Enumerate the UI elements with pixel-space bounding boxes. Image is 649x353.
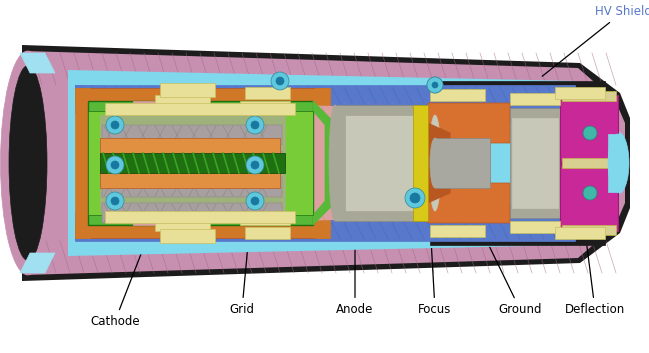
Ellipse shape: [9, 66, 47, 261]
Circle shape: [427, 77, 443, 93]
Bar: [102, 125, 282, 145]
Circle shape: [251, 197, 259, 205]
Polygon shape: [428, 103, 510, 223]
Circle shape: [583, 186, 597, 200]
Bar: [75, 223, 330, 238]
Bar: [560, 95, 618, 231]
Circle shape: [246, 116, 264, 134]
Circle shape: [405, 188, 425, 208]
Circle shape: [246, 192, 264, 210]
Bar: [100, 138, 280, 156]
Bar: [88, 111, 313, 215]
Bar: [335, 105, 435, 221]
Circle shape: [432, 82, 438, 88]
Bar: [102, 203, 282, 223]
Bar: [345, 115, 425, 211]
Circle shape: [251, 161, 259, 169]
Circle shape: [106, 192, 124, 210]
Polygon shape: [25, 51, 625, 275]
Polygon shape: [133, 101, 415, 225]
Bar: [105, 211, 295, 223]
Bar: [560, 161, 618, 165]
Text: HV Shield: HV Shield: [542, 5, 649, 76]
Bar: [510, 108, 560, 218]
Bar: [413, 105, 428, 221]
Bar: [130, 113, 420, 213]
Polygon shape: [313, 101, 335, 225]
Bar: [415, 125, 435, 201]
Bar: [315, 88, 330, 238]
Bar: [160, 229, 215, 243]
Bar: [562, 158, 616, 168]
Text: Deflection: Deflection: [565, 234, 625, 316]
Text: Cathode: Cathode: [90, 221, 154, 328]
Circle shape: [111, 197, 119, 205]
Text: Grid: Grid: [230, 226, 254, 316]
Polygon shape: [75, 85, 576, 241]
Text: Anode: Anode: [336, 224, 374, 316]
Polygon shape: [20, 253, 55, 273]
Bar: [512, 118, 558, 208]
Ellipse shape: [607, 132, 629, 194]
Bar: [245, 227, 290, 239]
Circle shape: [427, 77, 443, 93]
Polygon shape: [20, 53, 55, 73]
Bar: [245, 87, 290, 99]
Circle shape: [583, 126, 597, 140]
Bar: [155, 217, 210, 231]
Circle shape: [271, 72, 289, 90]
Bar: [430, 81, 605, 101]
Polygon shape: [22, 45, 630, 281]
Bar: [75, 88, 330, 103]
Circle shape: [111, 161, 119, 169]
Bar: [430, 225, 605, 245]
Ellipse shape: [429, 115, 441, 211]
Ellipse shape: [1, 51, 56, 275]
Bar: [133, 101, 183, 225]
Ellipse shape: [329, 105, 341, 221]
Bar: [435, 138, 490, 188]
Bar: [555, 227, 605, 239]
Bar: [88, 101, 313, 225]
Bar: [240, 213, 290, 225]
Polygon shape: [428, 123, 450, 203]
Bar: [102, 177, 282, 197]
Bar: [160, 83, 215, 97]
Bar: [155, 95, 210, 109]
Bar: [430, 89, 485, 101]
Bar: [75, 85, 575, 113]
Bar: [562, 225, 616, 235]
Bar: [100, 153, 285, 173]
Text: Ground: Ground: [479, 226, 542, 316]
Bar: [510, 93, 560, 105]
Circle shape: [111, 121, 119, 129]
Bar: [608, 134, 620, 192]
Bar: [105, 103, 295, 115]
Circle shape: [276, 77, 284, 85]
Ellipse shape: [430, 138, 440, 188]
Circle shape: [246, 156, 264, 174]
Text: Focus: Focus: [419, 224, 452, 316]
Bar: [100, 115, 285, 211]
Bar: [555, 87, 605, 99]
Circle shape: [106, 116, 124, 134]
Circle shape: [410, 193, 420, 203]
Bar: [75, 213, 575, 241]
Circle shape: [106, 156, 124, 174]
Ellipse shape: [608, 134, 628, 192]
Polygon shape: [68, 70, 618, 256]
Bar: [240, 101, 290, 113]
Bar: [430, 225, 485, 237]
Bar: [102, 151, 282, 171]
Circle shape: [251, 121, 259, 129]
Bar: [75, 88, 90, 238]
Bar: [100, 170, 280, 188]
Bar: [510, 221, 560, 233]
Bar: [562, 91, 616, 101]
